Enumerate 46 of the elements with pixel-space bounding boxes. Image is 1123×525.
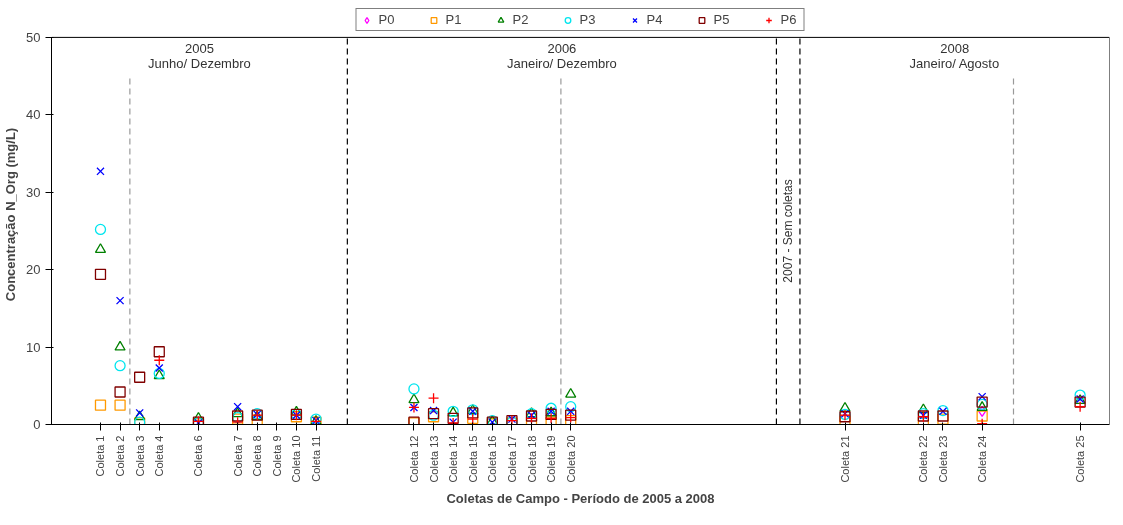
x-tick-label: Coleta 15 xyxy=(466,435,479,483)
x-tick-label: Coleta 14 xyxy=(447,435,460,483)
x-tick-label: Coleta 7 xyxy=(231,435,244,477)
x-tick-label: Coleta 12 xyxy=(407,435,420,483)
y-axis-title: Concentração N_Org (mg/L) xyxy=(3,127,19,302)
x-tick-label: Coleta 4 xyxy=(153,435,166,477)
annotation: 2007 - Sem coletas xyxy=(781,179,796,283)
annotation: Janeiro/ Dezembro xyxy=(506,56,617,72)
y-tick-label: 40 xyxy=(26,107,41,123)
y-tick-label: 10 xyxy=(26,339,41,355)
legend-label: P6 xyxy=(780,12,798,27)
y-tick-label: 20 xyxy=(26,262,41,278)
x-tick-label: Coleta 17 xyxy=(505,435,518,483)
x-tick-label: Coleta 21 xyxy=(839,435,851,483)
x-axis-title: Coletas de Campo - Período de 2005 a 2008 xyxy=(446,490,715,506)
legend-label: P2 xyxy=(512,12,530,27)
annotation: 2006 xyxy=(547,40,577,56)
annotation: Janeiro/ Agosto xyxy=(909,56,1000,72)
annotation: 2008 xyxy=(940,40,970,56)
x-tick-label: Coleta 18 xyxy=(525,435,538,483)
x-tick-label: Coleta 8 xyxy=(251,435,264,477)
x-tick-label: Coleta 3 xyxy=(133,435,146,477)
x-tick-label: Coleta 25 xyxy=(1074,435,1087,483)
x-tick-label: Coleta 23 xyxy=(936,435,949,483)
x-tick-label: Coleta 9 xyxy=(270,435,283,477)
x-tick-label: Coleta 1 xyxy=(94,435,107,477)
y-tick-label: 30 xyxy=(26,184,41,200)
y-tick-label: 50 xyxy=(26,29,41,45)
x-tick-label: Coleta 2 xyxy=(114,435,127,477)
x-tick-label: Coleta 6 xyxy=(192,435,205,477)
x-tick-label: Coleta 19 xyxy=(545,435,558,483)
x-tick-label: Coleta 24 xyxy=(976,435,989,483)
x-tick-label: Coleta 22 xyxy=(917,435,930,483)
x-tick-label: Coleta 11 xyxy=(310,435,322,482)
x-tick-label: Coleta 10 xyxy=(290,435,303,483)
x-tick-label: Coleta 13 xyxy=(427,435,440,483)
legend-label: P3 xyxy=(579,12,597,27)
legend-label: P0 xyxy=(378,12,396,27)
x-tick-label: Coleta 20 xyxy=(564,435,577,483)
y-tick-label: 0 xyxy=(33,417,41,432)
legend-label: P1 xyxy=(445,12,463,27)
annotation: Junho/ Dezembro xyxy=(148,56,251,72)
annotation: 2005 xyxy=(184,40,214,56)
legend-label: P5 xyxy=(713,12,731,27)
legend-label: P4 xyxy=(646,12,664,27)
x-tick-label: Coleta 16 xyxy=(486,435,499,483)
